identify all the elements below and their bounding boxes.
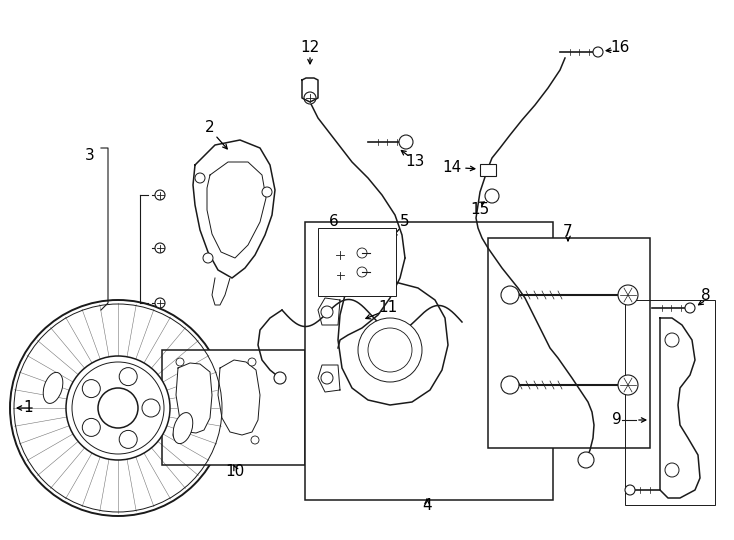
Text: 14: 14	[443, 160, 462, 176]
Circle shape	[685, 303, 695, 313]
Text: 16: 16	[610, 40, 630, 56]
Circle shape	[119, 368, 137, 386]
Circle shape	[119, 430, 137, 448]
Polygon shape	[338, 282, 448, 405]
Polygon shape	[318, 298, 340, 325]
Text: 15: 15	[470, 202, 490, 218]
Bar	[162, 350, 305, 465]
Circle shape	[335, 270, 345, 280]
Circle shape	[82, 380, 101, 397]
Circle shape	[485, 189, 499, 203]
Circle shape	[142, 399, 160, 417]
Circle shape	[334, 249, 346, 261]
Circle shape	[251, 436, 259, 444]
Circle shape	[82, 418, 101, 436]
Polygon shape	[318, 365, 340, 392]
Circle shape	[176, 358, 184, 366]
Text: 2: 2	[206, 120, 215, 136]
Text: 9: 9	[612, 413, 622, 428]
Polygon shape	[212, 278, 230, 305]
Text: 3: 3	[85, 147, 95, 163]
Circle shape	[173, 430, 183, 440]
Circle shape	[155, 243, 165, 253]
Circle shape	[248, 358, 256, 366]
Circle shape	[155, 190, 165, 200]
Circle shape	[155, 298, 165, 308]
Circle shape	[665, 463, 679, 477]
Polygon shape	[302, 78, 318, 102]
Circle shape	[501, 376, 519, 394]
Polygon shape	[207, 162, 266, 258]
Circle shape	[10, 300, 226, 516]
Circle shape	[618, 285, 638, 305]
Circle shape	[203, 253, 213, 263]
Circle shape	[357, 248, 367, 258]
Bar	[318, 228, 396, 296]
Polygon shape	[176, 363, 212, 433]
Circle shape	[66, 356, 170, 460]
Text: 12: 12	[300, 40, 319, 56]
Ellipse shape	[43, 373, 63, 403]
Text: 8: 8	[701, 287, 711, 302]
Bar	[305, 222, 553, 500]
Polygon shape	[218, 360, 260, 435]
Circle shape	[357, 267, 367, 277]
Ellipse shape	[173, 413, 193, 444]
Circle shape	[98, 388, 138, 428]
Bar	[488, 238, 650, 448]
Circle shape	[399, 135, 413, 149]
Circle shape	[625, 485, 635, 495]
Text: 4: 4	[422, 497, 432, 512]
Circle shape	[304, 92, 316, 104]
Circle shape	[358, 318, 422, 382]
Circle shape	[501, 286, 519, 304]
Circle shape	[321, 306, 333, 318]
Bar	[480, 164, 496, 176]
Text: 13: 13	[405, 154, 425, 170]
Text: 7: 7	[563, 225, 573, 240]
Bar	[625, 300, 715, 505]
Text: 6: 6	[329, 214, 339, 230]
Circle shape	[321, 372, 333, 384]
Circle shape	[578, 452, 594, 468]
Circle shape	[618, 375, 638, 395]
Circle shape	[593, 47, 603, 57]
Text: 10: 10	[225, 464, 244, 480]
Circle shape	[665, 333, 679, 347]
Text: 1: 1	[23, 401, 33, 415]
Polygon shape	[660, 318, 700, 498]
Circle shape	[262, 187, 272, 197]
Circle shape	[195, 173, 205, 183]
Circle shape	[274, 372, 286, 384]
Text: 5: 5	[400, 214, 410, 230]
Polygon shape	[193, 140, 275, 278]
Text: 11: 11	[378, 300, 398, 315]
